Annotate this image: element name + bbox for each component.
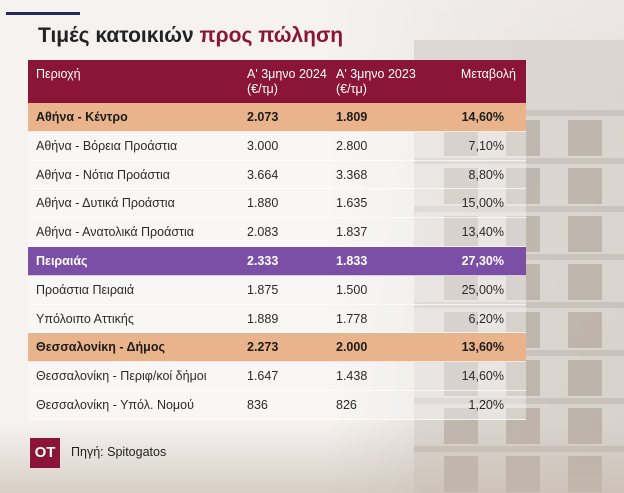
table-row: Θεσσαλονίκη - Δήμος 2.273 2.000 13,60% [28, 333, 526, 363]
title-main: Τιμές κατοικιών [38, 24, 194, 47]
cell-change: 15,00% [461, 196, 504, 211]
cell-q1-2023: 3.368 [336, 167, 368, 182]
building-window [568, 120, 602, 156]
cell-change: 14,60% [461, 369, 504, 384]
table-header: Περιοχή Α' 3μηνο 2024 (€/τμ) Α' 3μηνο 20… [28, 60, 526, 103]
cell-q1-2024: 836 [247, 397, 268, 412]
cell-q1-2023: 1.837 [336, 225, 368, 240]
cell-q1-2024: 3.664 [247, 167, 279, 182]
cell-q1-2024: 2.333 [247, 253, 279, 268]
cell-change: 7,10% [468, 138, 504, 153]
page-title: Τιμές κατοικιών προς πώληση [38, 24, 343, 48]
cell-region: Αθήνα - Ανατολικά Προάστια [36, 225, 194, 240]
building-window [568, 264, 602, 300]
cell-region: Πειραιάς [36, 253, 88, 268]
table-row: Αθήνα - Νότια Προάστια 3.664 3.368 8,80% [28, 160, 526, 190]
cell-q1-2023: 1.635 [336, 196, 368, 211]
cell-region: Θεσσαλονίκη - Περιφ/κοί δήμοι [36, 369, 207, 384]
ground-illustration [0, 423, 624, 493]
price-table: Περιοχή Α' 3μηνο 2024 (€/τμ) Α' 3μηνο 20… [28, 60, 526, 420]
cell-change: 25,00% [461, 282, 504, 297]
cell-change: 13,40% [461, 225, 504, 240]
cell-change: 1,20% [468, 397, 504, 412]
header-q1-2024-line1: Α' 3μηνο 2024 [247, 67, 327, 81]
cell-q1-2023: 1.778 [336, 311, 368, 326]
cell-q1-2024: 2.073 [247, 110, 279, 124]
title-accent: προς πώληση [199, 24, 344, 47]
cell-change: 14,60% [461, 110, 504, 124]
ot-logo: ΟΤ [30, 438, 60, 468]
cell-q1-2024: 1.875 [247, 282, 279, 297]
cell-change: 27,30% [461, 253, 504, 268]
building-window [568, 168, 602, 204]
building-window [506, 168, 540, 204]
cell-change: 13,60% [461, 340, 504, 355]
building-floor [414, 206, 624, 212]
table-row: Υπόλοιπο Αττικής 1.889 1.778 6,20% [28, 304, 526, 334]
cell-change: 6,20% [468, 311, 504, 326]
header-q1-2023-line2: (€/τμ) [336, 82, 367, 96]
table-row: Αθήνα - Δυτικά Προάστια 1.880 1.635 15,00% [28, 189, 526, 219]
building-floor [414, 398, 624, 404]
table-row: Θεσσαλονίκη - Περιφ/κοί δήμοι 1.647 1.438 1… [28, 362, 526, 391]
table-row: Αθήνα - Κέντρο 2.073 1.809 14,60% [28, 103, 526, 132]
cell-q1-2024: 2.273 [247, 340, 279, 355]
cell-region: Αθήνα - Κέντρο [36, 110, 128, 124]
cell-q1-2023: 1.833 [336, 253, 368, 268]
table-row: Προάστια Πειραιά 1.875 1.500 25,00% [28, 275, 526, 305]
cell-q1-2023: 2.000 [336, 340, 368, 355]
source-note: Πηγή: Spitogatos [71, 445, 167, 459]
header-change: Μεταβολή [460, 67, 516, 81]
cell-region: Θεσσαλονίκη - Υπόλ. Νομού [36, 397, 194, 412]
cell-region: Θεσσαλονίκη - Δήμος [36, 340, 165, 355]
building-floor [414, 158, 624, 164]
table-row: Αθήνα - Βόρεια Προάστια 3.000 2.800 7,10% [28, 131, 526, 161]
building-floor [414, 302, 624, 308]
cell-q1-2023: 1.500 [336, 282, 368, 297]
cell-region: Υπόλοιπο Αττικής [36, 311, 134, 326]
cell-q1-2024: 1.880 [247, 196, 279, 211]
header-q1-2024: Α' 3μηνο 2024 (€/τμ) [247, 67, 327, 97]
cell-q1-2023: 2.800 [336, 138, 368, 153]
cell-change: 8,80% [468, 167, 504, 182]
cell-q1-2024: 2.083 [247, 225, 279, 240]
header-q1-2023-line1: Α' 3μηνο 2023 [336, 67, 416, 81]
cell-q1-2023: 1.809 [336, 110, 368, 124]
header-q1-2024-line2: (€/τμ) [247, 82, 278, 96]
table-row: Πειραιάς 2.333 1.833 27,30% [28, 246, 526, 276]
cell-q1-2023: 1.438 [336, 369, 368, 384]
header-q1-2023: Α' 3μηνο 2023 (€/τμ) [336, 67, 416, 97]
table-row: Αθήνα - Ανατολικά Προάστια 2.083 1.837 13,4… [28, 218, 526, 247]
building-window [568, 360, 602, 396]
cell-region: Αθήνα - Δυτικά Προάστια [36, 196, 175, 211]
header-region: Περιοχή [36, 67, 81, 81]
table-row: Θεσσαλονίκη - Υπόλ. Νομού 836 826 1,20% [28, 390, 526, 420]
building-window [568, 312, 602, 348]
cell-q1-2023: 826 [336, 397, 357, 412]
table-body: Αθήνα - Κέντρο 2.073 1.809 14,60% Αθήνα - Βό… [28, 103, 526, 420]
building-window [444, 168, 478, 204]
cell-region: Αθήνα - Βόρεια Προάστια [36, 138, 178, 153]
top-rule [6, 12, 80, 15]
cell-region: Προάστια Πειραιά [36, 282, 135, 297]
cell-q1-2024: 1.889 [247, 311, 279, 326]
cell-region: Αθήνα - Νότια Προάστια [36, 167, 171, 182]
cell-q1-2024: 3.000 [247, 138, 279, 153]
cell-q1-2024: 1.647 [247, 369, 279, 384]
building-window [568, 216, 602, 252]
